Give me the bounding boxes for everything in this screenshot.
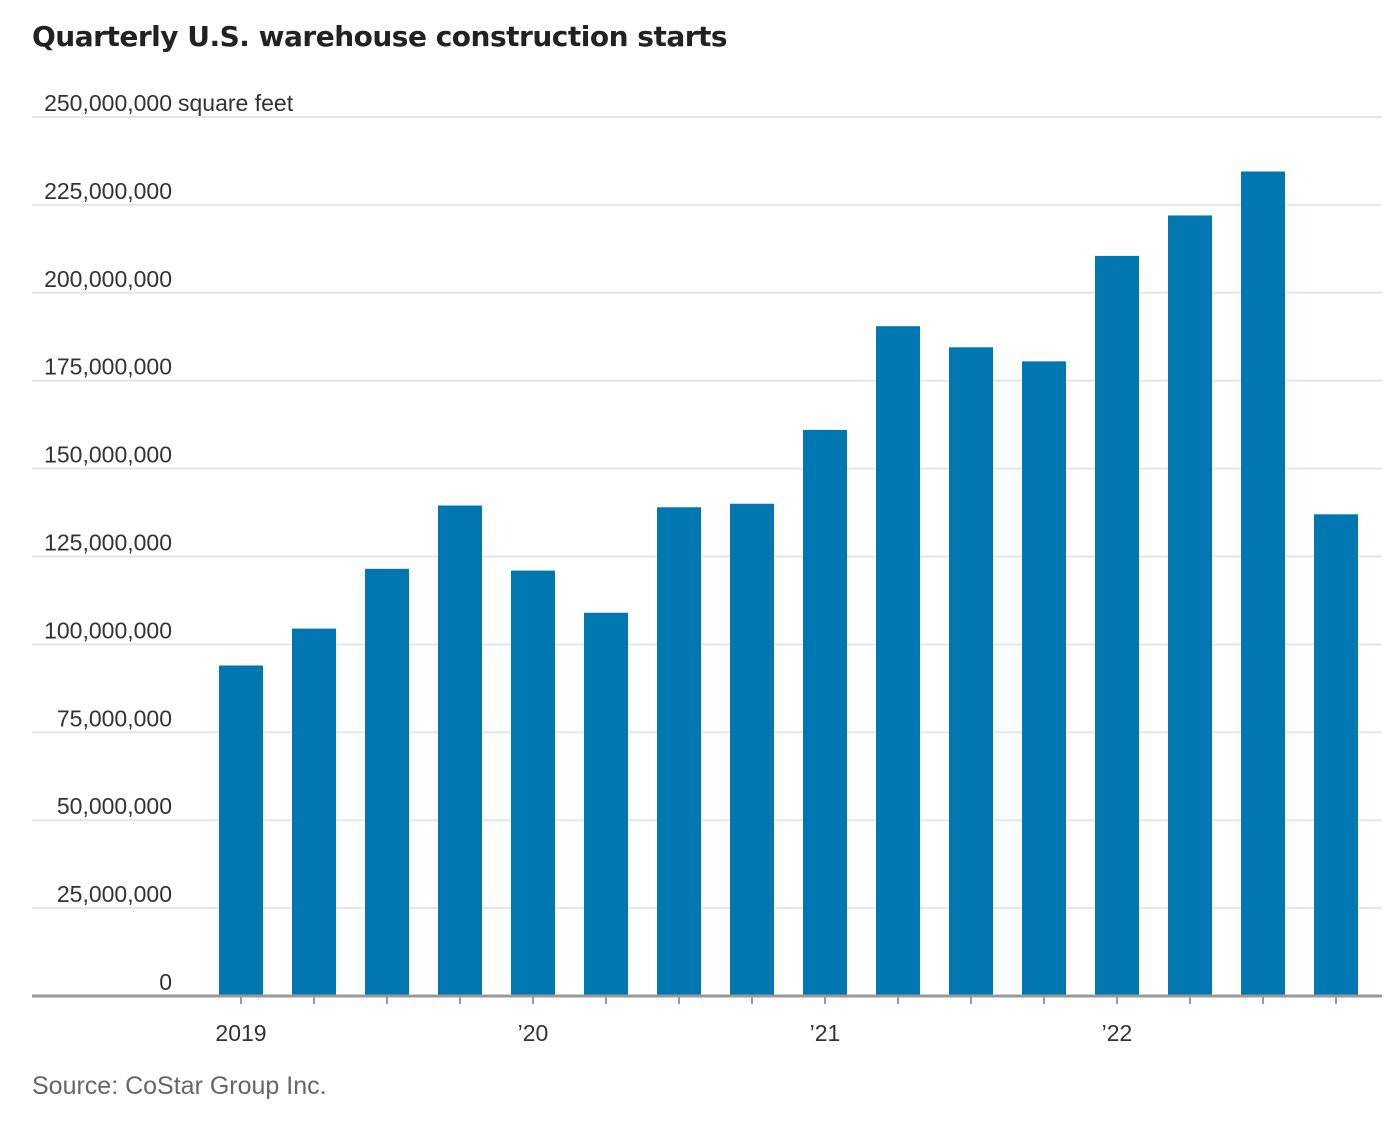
y-tick-label: 25,000,000 [57, 881, 172, 907]
x-tick-label: ’21 [810, 1020, 841, 1046]
bar-2022-q1 [1095, 255, 1139, 996]
bar-2019-q4 [438, 505, 482, 996]
y-tick-label: 150,000,000 [44, 442, 172, 468]
bars [219, 171, 1358, 997]
bar-2020-q3 [657, 507, 701, 996]
y-tick-label: 100,000,000 [44, 617, 172, 643]
y-axis-unit-label: square feet [178, 90, 294, 116]
chart-title: Quarterly U.S. warehouse construction st… [32, 20, 728, 53]
bar-2020-q4 [730, 503, 774, 996]
chart-source: Source: CoStar Group Inc. [32, 1072, 327, 1100]
bar-2022-q2 [1168, 215, 1212, 996]
bar-2019-q2 [292, 628, 336, 996]
y-axis-ticks: 0 25,000,000 50,000,000 75,000,000 100,000,0… [44, 90, 294, 995]
x-axis-ticks: 2019 ’20 ’21 ’22 [215, 996, 1337, 1046]
bar-2020-q1 [511, 570, 555, 996]
bar-2021-q4 [1022, 361, 1066, 996]
y-tick-label: 125,000,000 [44, 530, 172, 556]
y-tick-label: 50,000,000 [57, 793, 172, 819]
x-tick-label: ’20 [518, 1020, 549, 1046]
bar-2021-q2 [876, 326, 920, 996]
x-tick-label: 2019 [215, 1020, 266, 1046]
bar-2019-q3 [365, 568, 409, 996]
bar-2022-q4 [1314, 514, 1358, 996]
bar-2020-q2 [584, 612, 628, 996]
bar-2021-q3 [949, 347, 993, 997]
bar-2019-q1 [219, 665, 263, 996]
bar-2022-q3 [1241, 171, 1285, 997]
y-tick-label: 200,000,000 [44, 266, 172, 292]
y-tick-label: 75,000,000 [57, 705, 172, 731]
y-tick-label: 175,000,000 [44, 354, 172, 380]
x-tick-label: ’22 [1102, 1020, 1133, 1046]
y-tick-label: 225,000,000 [44, 178, 172, 204]
bar-2021-q1 [803, 429, 847, 996]
y-tick-label: 0 [159, 969, 172, 995]
bar-chart: 0 25,000,000 50,000,000 75,000,000 100,000,0… [32, 90, 1382, 1046]
y-tick-label: 250,000,000 [44, 90, 172, 116]
